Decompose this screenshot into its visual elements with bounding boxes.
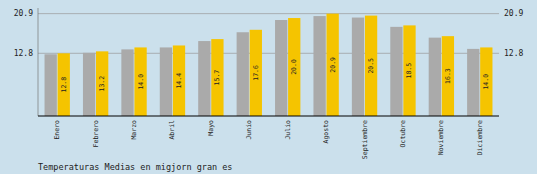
data-label: 20.9 <box>329 57 337 73</box>
bar <box>429 38 441 116</box>
bar <box>467 49 479 116</box>
data-label: 15.7 <box>213 70 221 86</box>
x-tick-label: Enero <box>53 120 61 140</box>
data-label: 20.0 <box>290 59 298 75</box>
bar <box>275 20 287 116</box>
y-axis-line <box>38 8 39 116</box>
data-label: 14.0 <box>137 74 145 90</box>
x-tick-label: Junio <box>245 120 253 140</box>
bar <box>58 53 70 116</box>
data-label: 14.0 <box>482 74 490 90</box>
x-tick-label: Diciembre <box>476 120 484 155</box>
x-tick-label: Mayo <box>207 120 215 136</box>
bar <box>403 25 415 116</box>
data-label: 12.8 <box>60 77 68 93</box>
bar <box>313 16 325 116</box>
bar <box>237 32 249 116</box>
y-tick-label: 20.9 <box>14 9 33 18</box>
baseline <box>38 116 499 117</box>
bar <box>211 39 223 116</box>
bar <box>160 47 172 116</box>
bar <box>198 41 210 116</box>
bar <box>288 18 300 116</box>
data-label: 17.6 <box>252 65 260 81</box>
bar <box>121 49 133 116</box>
bar <box>173 45 185 116</box>
x-tick-label: Noviembre <box>437 120 445 155</box>
x-tick-label: Febrero <box>92 120 100 147</box>
x-tick-label: Agosto <box>322 120 330 144</box>
bar <box>352 18 364 116</box>
bar <box>442 36 454 116</box>
bar <box>96 51 108 116</box>
data-label: 18.5 <box>405 63 413 79</box>
x-tick-label: Octubre <box>399 120 407 147</box>
y-tick-label-right: 12.8 <box>504 49 523 58</box>
data-label: 16.3 <box>444 68 452 84</box>
bar <box>83 53 95 116</box>
bar <box>365 16 377 116</box>
bar <box>327 14 339 116</box>
bar <box>480 47 492 116</box>
bar <box>390 27 402 116</box>
x-tick-label: Abril <box>168 120 176 140</box>
bar <box>250 30 262 116</box>
x-tick-label: Julio <box>284 120 292 140</box>
data-label: 13.2 <box>98 76 106 92</box>
grid-line <box>38 13 499 14</box>
bar <box>134 47 146 116</box>
y-tick-label-right: 20.9 <box>504 9 523 18</box>
title: Temperaturas Medias en migjorn gran es <box>38 162 232 172</box>
chart: 12.8 12.8 20.9 20.9 12.8 13.2 14.0 14.4 15.7 17.6… <box>0 0 537 174</box>
bar <box>45 54 57 116</box>
data-label: 14.4 <box>175 73 183 89</box>
bars <box>45 14 493 116</box>
data-label: 20.5 <box>367 58 375 74</box>
x-tick-label: Marzo <box>130 120 138 140</box>
y-tick-label: 12.8 <box>14 49 33 58</box>
x-tick-label: Septiembre <box>361 120 369 159</box>
